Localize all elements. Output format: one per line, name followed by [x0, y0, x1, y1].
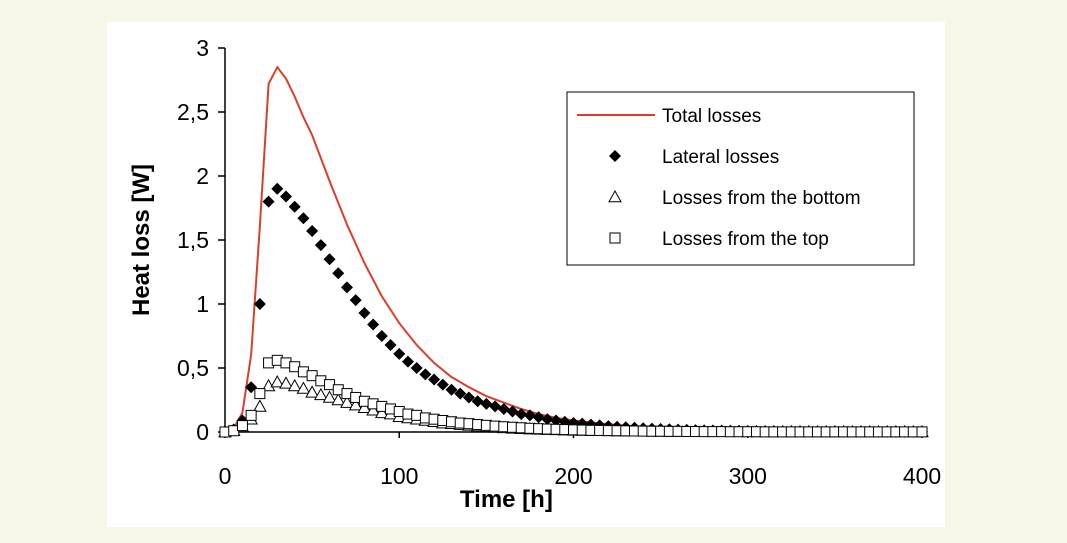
lateral-losses-point [349, 294, 362, 307]
y-tick-label: 0,5 [177, 355, 209, 381]
lateral-losses-point [454, 387, 467, 400]
lateral-losses-point [245, 381, 258, 394]
x-axis-title: Time [h] [460, 486, 553, 513]
y-tick-label: 3 [196, 35, 209, 61]
bottom-losses-point [357, 400, 372, 413]
lateral-losses-point [436, 378, 449, 391]
legend-marker-triangle [608, 189, 622, 203]
bottom-losses-point [261, 378, 276, 392]
y-axis-title: Heat loss [W] [128, 164, 155, 316]
bottom-losses-point [340, 395, 354, 408]
lateral-losses-point [375, 330, 388, 342]
bottom-losses-point [305, 385, 319, 398]
lateral-losses-point [428, 373, 441, 386]
y-tick-label: 2 [196, 163, 209, 189]
bottom-losses-point [253, 399, 267, 412]
lateral-losses-point [332, 267, 345, 280]
y-tick-label: 2,5 [177, 99, 209, 125]
x-tick-label: 0 [219, 463, 232, 489]
x-tick-label: 400 [903, 463, 941, 489]
bottom-losses-point [374, 405, 389, 419]
lateral-losses-point [497, 402, 510, 415]
lateral-losses-point [515, 408, 528, 421]
lateral-losses-point [410, 362, 423, 374]
legend-label: Lateral losses [662, 147, 779, 168]
lateral-losses-point [271, 182, 284, 195]
lateral-losses-point [471, 395, 484, 408]
bottom-losses-point [270, 375, 285, 388]
lateral-losses-point [401, 355, 414, 368]
y-tick-label: 1 [196, 291, 209, 317]
lateral-losses-point [445, 383, 458, 396]
lateral-losses-point [393, 347, 406, 360]
bottom-losses-point [279, 376, 293, 389]
y-tick-label: 1,5 [177, 227, 209, 253]
bottom-losses-point [313, 387, 328, 401]
legend-label: Total losses [662, 106, 761, 127]
x-tick-label: 200 [554, 463, 592, 489]
chart-panel: 0 0,5 1 1,5 2 2,5 3 0 100 200 300 400 Total losses L… [107, 22, 945, 527]
lateral-losses-point [480, 397, 493, 410]
bottom-losses-point [287, 378, 302, 392]
y-tick-label: 0 [196, 419, 209, 445]
lateral-losses-point [306, 225, 319, 238]
bottom-losses-point [348, 398, 363, 411]
lateral-losses-point [489, 400, 502, 413]
lateral-losses-point [550, 414, 563, 427]
lateral-losses-point [523, 409, 536, 422]
x-tick-label: 300 [729, 463, 767, 489]
lateral-losses-point [532, 411, 545, 424]
lateral-losses-point [253, 298, 266, 310]
lateral-losses-point [358, 306, 371, 319]
bottom-losses-point [322, 390, 337, 403]
legend-box [566, 91, 915, 266]
legend-label: Losses from the bottom [662, 188, 861, 209]
lateral-losses-point [297, 212, 310, 225]
axes: 0 0,5 1 1,5 2 2,5 3 0 100 200 300 400 [177, 35, 941, 489]
lateral-losses-point [462, 391, 475, 404]
lateral-losses-point [367, 318, 380, 331]
lateral-losses-point [279, 190, 292, 203]
lateral-losses-point [419, 368, 432, 381]
top-losses-point [236, 420, 248, 432]
top-losses-point [245, 409, 257, 421]
lateral-losses-point [262, 195, 275, 208]
legend-marker-diamond [609, 150, 621, 162]
lateral-losses-point [340, 281, 353, 294]
heat-loss-chart: 0 0,5 1 1,5 2 2,5 3 0 100 200 300 400 Total losses L… [128, 35, 941, 513]
lateral-losses-point [288, 200, 301, 213]
lateral-losses-point [506, 405, 519, 418]
legend-label: Losses from the top [662, 229, 829, 250]
lateral-losses-point [384, 338, 397, 351]
bottom-losses-point [366, 403, 380, 416]
bottom-losses-point [331, 392, 346, 406]
x-tick-label: 100 [380, 463, 418, 489]
legend-marker-square [609, 232, 621, 244]
legend: Total losses Lateral losses Losses from th… [566, 91, 915, 266]
lateral-losses-point [541, 413, 554, 426]
top-losses-point [254, 388, 266, 400]
lateral-losses-point [323, 253, 336, 266]
top-losses-point [916, 426, 928, 438]
lateral-losses-point [314, 239, 327, 252]
bottom-losses-point [296, 381, 311, 394]
series-losses-top [219, 354, 928, 438]
